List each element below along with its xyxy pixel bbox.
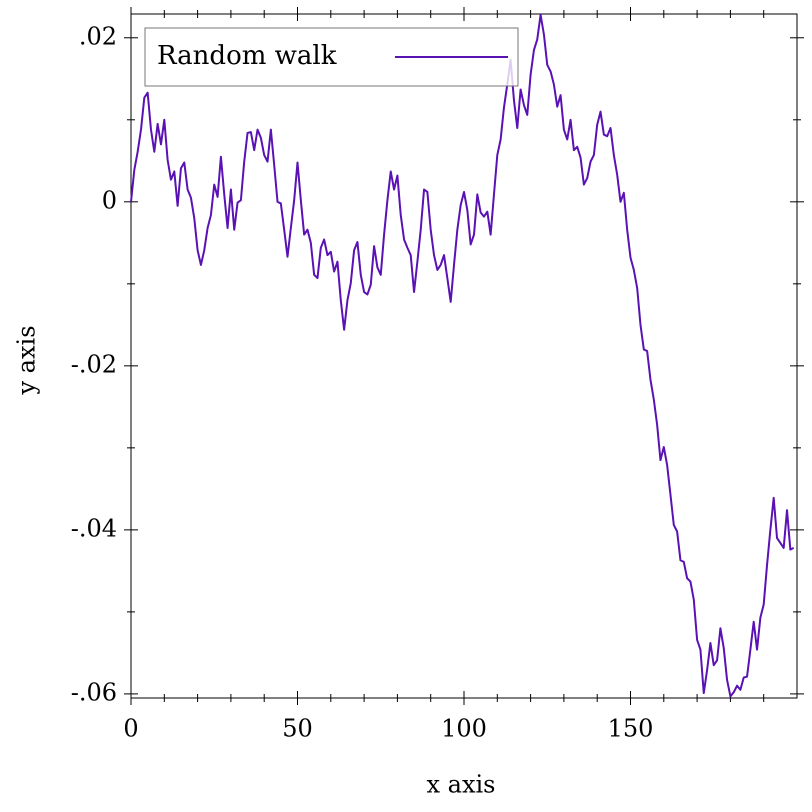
- y-tick-label: -.04: [71, 514, 117, 542]
- x-tick-label: 50: [282, 715, 313, 743]
- x-tick-label: 0: [123, 715, 138, 743]
- x-axis-label: x axis: [427, 771, 496, 799]
- x-tick-label: 100: [441, 715, 487, 743]
- y-tick-label: -.02: [71, 350, 117, 378]
- y-tick-label: -.06: [71, 678, 117, 706]
- line-series: [130, 13, 795, 698]
- y-tick-label: .02: [79, 22, 117, 50]
- y-axis-label: y axis: [13, 325, 41, 395]
- plot-frame: [130, 13, 798, 699]
- x-tick-label: 150: [608, 715, 654, 743]
- legend-label: Random walk: [157, 41, 337, 71]
- y-tick-label: 0: [102, 186, 117, 214]
